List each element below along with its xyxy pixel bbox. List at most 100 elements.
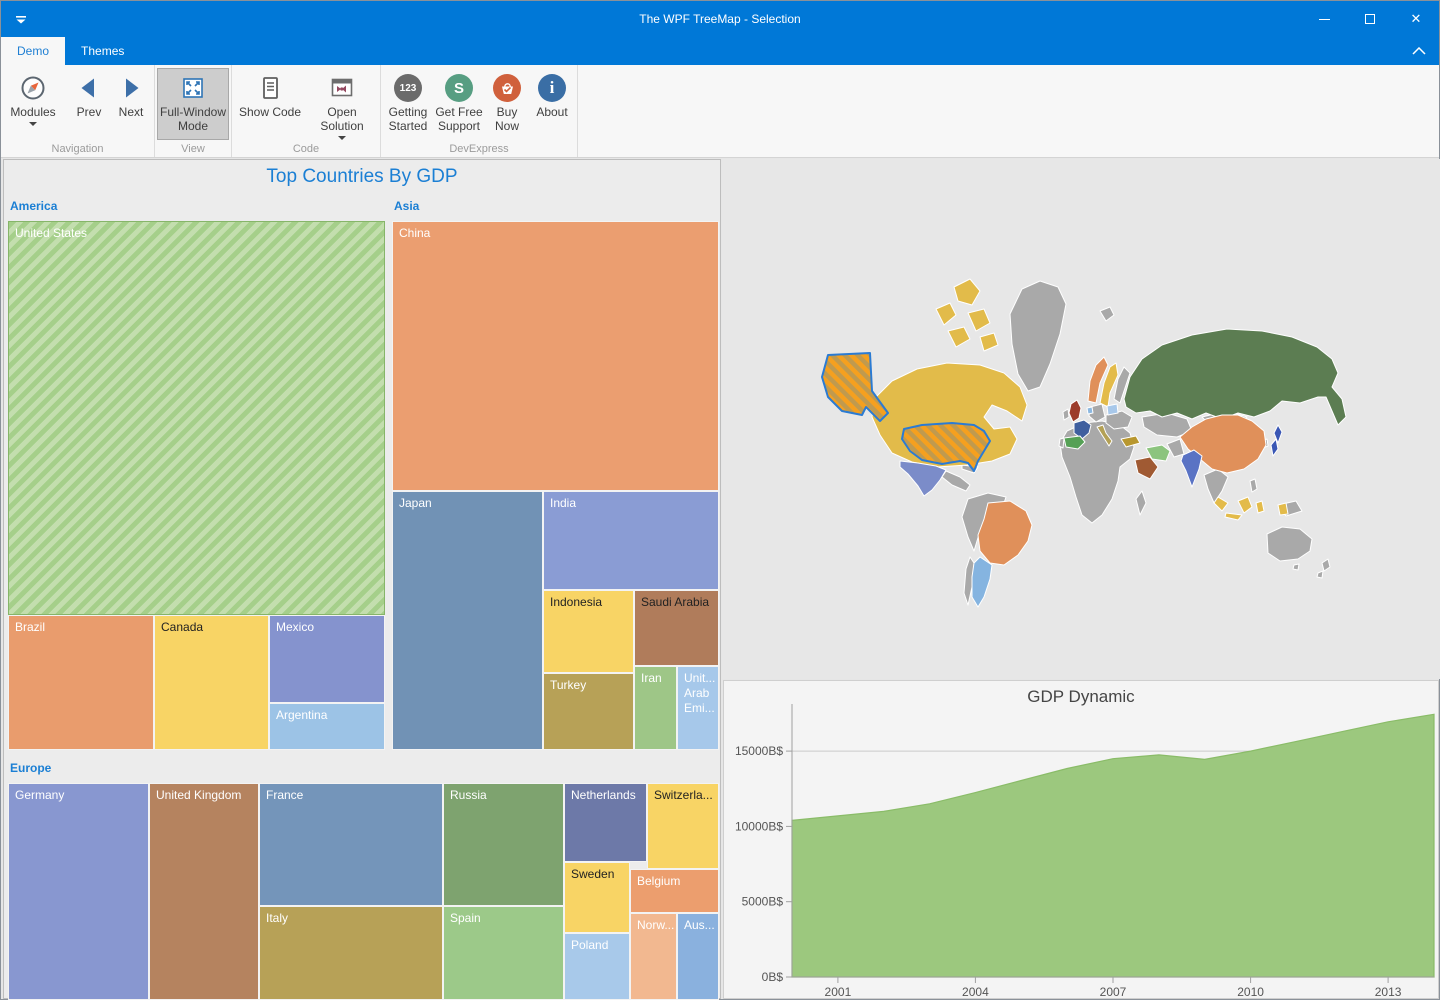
- ribbon-collapse-button[interactable]: [1399, 37, 1439, 65]
- world-map-panel: [722, 159, 1440, 679]
- map-country-saudi-arabia[interactable]: [1134, 456, 1159, 480]
- ribbon-group-view: Full-Window Mode View: [155, 65, 232, 157]
- close-button[interactable]: ✕: [1410, 11, 1422, 26]
- about-button[interactable]: i About: [529, 68, 575, 140]
- treemap-tile-aus[interactable]: Aus...: [677, 913, 719, 1000]
- treemap-tile-mexico[interactable]: Mexico: [269, 615, 385, 703]
- chevron-down-icon: [338, 136, 346, 140]
- map-country-brazil[interactable]: [977, 500, 1033, 566]
- window-controls: ✕: [1301, 1, 1439, 37]
- map-country-russia[interactable]: [1123, 328, 1347, 426]
- treemap-tile-germany[interactable]: Germany: [8, 783, 149, 1000]
- chart-y-tick-label: 5000B$: [742, 895, 784, 909]
- solution-icon: [329, 73, 355, 103]
- next-button[interactable]: Next: [110, 68, 152, 140]
- minimize-button[interactable]: [1301, 1, 1347, 37]
- treemap-group-label-america: America: [10, 199, 58, 213]
- treemap-tile-argentina[interactable]: Argentina: [269, 703, 385, 750]
- treemap-tile-italy[interactable]: Italy: [259, 906, 443, 1000]
- document-icon: [257, 73, 283, 103]
- map-country-iran[interactable]: [1145, 444, 1171, 462]
- open-solution-label: Open Solution: [320, 105, 364, 133]
- ribbon-group-label-view: View: [181, 143, 205, 155]
- map-country-netherlands[interactable]: [1086, 406, 1094, 415]
- map-country-norway[interactable]: [1087, 356, 1109, 404]
- basket-icon: [493, 74, 521, 102]
- treemap-tiles: America United States Brazil Canada Mexico Ar…: [4, 160, 720, 1000]
- getting-started-button[interactable]: 123 Getting Started: [383, 68, 433, 140]
- getting-started-label: Getting Started: [388, 105, 428, 133]
- treemap-tile-united-states[interactable]: United States: [8, 221, 385, 615]
- chart-title: GDP Dynamic: [1027, 687, 1135, 706]
- treemap-tile-france[interactable]: France: [259, 783, 443, 906]
- map-country-japan[interactable]: [1270, 424, 1283, 457]
- treemap-tile-china[interactable]: China: [392, 221, 719, 491]
- map-country-usa[interactable]: [821, 352, 991, 472]
- chart-y-tick-label: 10000B$: [735, 819, 783, 833]
- treemap-tile-netherlands[interactable]: Netherlands: [564, 783, 647, 862]
- badge-123-icon: 123: [394, 74, 422, 102]
- ribbon-group-navigation: Modules Prev Next Navigation: [1, 65, 155, 157]
- treemap-tile-unit-arab-emi[interactable]: Unit... Arab Emi...: [677, 666, 719, 750]
- buy-now-button[interactable]: Buy Now: [485, 68, 529, 140]
- info-icon: i: [538, 74, 566, 102]
- maximize-button[interactable]: [1347, 1, 1393, 37]
- buy-now-label: Buy Now: [494, 105, 519, 133]
- chart-area-series[interactable]: [791, 713, 1435, 978]
- map-country-india[interactable]: [1180, 449, 1203, 488]
- treemap-tile-indonesia[interactable]: Indonesia: [543, 590, 634, 673]
- world-map[interactable]: [722, 159, 1440, 679]
- next-label: Next: [118, 105, 144, 119]
- tab-demo[interactable]: Demo: [1, 37, 66, 65]
- map-country-spain[interactable]: [1063, 435, 1086, 450]
- map-country-argentina[interactable]: [971, 556, 993, 608]
- treemap-tile-iran[interactable]: Iran: [634, 666, 677, 750]
- chevron-down-icon: [29, 122, 37, 126]
- map-country-portugal: [1058, 437, 1065, 449]
- support-icon: S: [445, 74, 473, 102]
- map-country-indonesia[interactable]: [1213, 496, 1289, 521]
- treemap-tile-brazil[interactable]: Brazil: [8, 615, 154, 750]
- full-window-mode-button[interactable]: Full-Window Mode: [157, 68, 229, 140]
- map-country-italy[interactable]: [1096, 424, 1113, 447]
- open-solution-button[interactable]: Open Solution: [306, 68, 378, 141]
- treemap-tile-canada[interactable]: Canada: [154, 615, 269, 750]
- map-country-uk[interactable]: [1068, 399, 1082, 423]
- treemap-tile-poland[interactable]: Poland: [564, 933, 630, 1000]
- treemap-tile-sweden[interactable]: Sweden: [564, 862, 630, 933]
- map-country-france[interactable]: [1073, 419, 1092, 440]
- prev-label: Prev: [76, 105, 102, 119]
- map-country-turkey[interactable]: [1120, 435, 1141, 448]
- map-country-germany: [1088, 403, 1106, 423]
- treemap-group-label-europe: Europe: [10, 761, 52, 775]
- treemap-tile-turkey[interactable]: Turkey: [543, 673, 634, 750]
- map-region-usa-mainland: [901, 422, 991, 472]
- gdp-area-chart: 0B$ 5000B$ 10000B$ 15000B$ 2001 2004 2007 2010 2…: [735, 704, 1435, 998]
- show-code-button[interactable]: Show Code: [234, 68, 306, 140]
- map-country-poland[interactable]: [1106, 403, 1119, 416]
- chart-x-tick-label: 2010: [1237, 985, 1264, 998]
- treemap-tile-spain[interactable]: Spain: [443, 906, 564, 1000]
- map-country-sweden[interactable]: [1099, 362, 1119, 408]
- modules-label: Modules: [10, 105, 56, 119]
- treemap-tile-japan[interactable]: Japan: [392, 491, 543, 750]
- treemap-tile-united-kingdom[interactable]: United Kingdom: [149, 783, 259, 1000]
- map-region-alaska: [821, 352, 889, 422]
- treemap-tile-belgium[interactable]: Belgium: [630, 869, 719, 913]
- treemap-tile-norw[interactable]: Norw...: [630, 913, 677, 1000]
- ribbon-group-code: Show Code Open Solution Code: [232, 65, 381, 157]
- prev-button[interactable]: Prev: [68, 68, 110, 140]
- map-country-mexico[interactable]: [899, 460, 947, 497]
- map-country-new-zealand: [1316, 558, 1331, 579]
- quick-access-dropdown-icon[interactable]: [1, 1, 41, 37]
- map-country-madagascar: [1135, 490, 1147, 516]
- treemap-tile-switzerla[interactable]: Switzerla...: [647, 783, 719, 869]
- treemap-tile-saudi-arabia[interactable]: Saudi Arabia: [634, 590, 719, 666]
- treemap-tile-russia[interactable]: Russia: [443, 783, 564, 906]
- get-free-support-button[interactable]: S Get Free Support: [433, 68, 485, 140]
- chart-x-tick-label: 2001: [825, 985, 852, 998]
- tab-themes[interactable]: Themes: [81, 44, 125, 58]
- treemap-tile-india[interactable]: India: [543, 491, 719, 590]
- modules-button[interactable]: Modules: [3, 68, 63, 140]
